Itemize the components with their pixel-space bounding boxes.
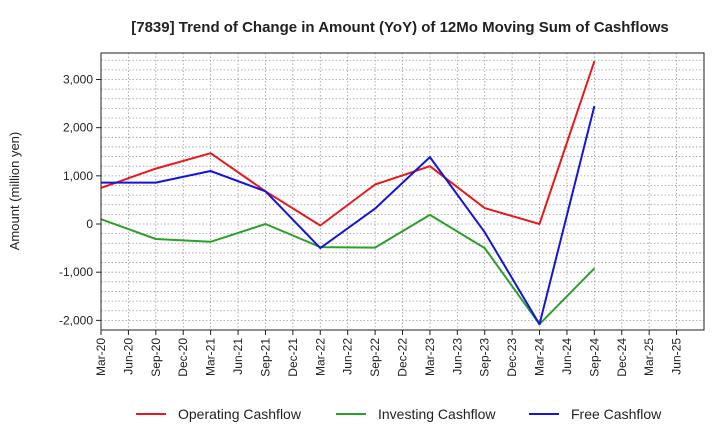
y-axis: -2,000 -1,000 0 1,000 2,000 3,000 bbox=[59, 72, 101, 327]
x-tick-label: Mar-24 bbox=[533, 338, 547, 376]
x-tick-label: Mar-21 bbox=[204, 338, 218, 376]
x-tick-label: Mar-22 bbox=[313, 338, 327, 376]
x-tick-label: Dec-24 bbox=[615, 338, 629, 377]
x-tick-label: Jun-25 bbox=[670, 338, 684, 375]
legend-label-operating-cashflow: Operating Cashflow bbox=[178, 406, 302, 422]
legend: Operating Cashflow Investing Cashflow Free… bbox=[136, 406, 662, 422]
x-tick-label: Dec-22 bbox=[396, 338, 410, 377]
x-tick-label: Jun-23 bbox=[450, 338, 464, 375]
legend-label-free-cashflow: Free Cashflow bbox=[571, 406, 662, 422]
x-tick-label: Mar-23 bbox=[423, 338, 437, 376]
x-tick-label: Sep-21 bbox=[258, 338, 272, 377]
y-tick-label: 0 bbox=[86, 217, 93, 231]
x-tick-label: Sep-20 bbox=[149, 338, 163, 377]
x-tick-label: Sep-22 bbox=[368, 338, 382, 377]
x-tick-label: Sep-23 bbox=[478, 338, 492, 377]
x-tick-label: Dec-21 bbox=[286, 338, 300, 377]
x-tick-label: Mar-20 bbox=[94, 338, 108, 376]
grid bbox=[101, 53, 704, 330]
x-tick-label: Sep-24 bbox=[587, 338, 601, 377]
y-tick-label: -1,000 bbox=[59, 265, 93, 279]
x-tick-label: Jun-24 bbox=[560, 338, 574, 375]
series-lines bbox=[100, 60, 596, 326]
y-tick-label: 2,000 bbox=[63, 121, 93, 135]
y-axis-label: Amount (million yen) bbox=[7, 132, 22, 251]
series-line-free-cashflow bbox=[101, 105, 596, 326]
x-tick-label: Jun-20 bbox=[121, 338, 135, 375]
x-tick-label: Mar-25 bbox=[642, 338, 656, 376]
series-line-operating-cashflow bbox=[100, 60, 596, 227]
x-tick-label: Jun-21 bbox=[231, 338, 245, 375]
legend-label-investing-cashflow: Investing Cashflow bbox=[378, 406, 496, 422]
chart-title: [7839] Trend of Change in Amount (YoY) o… bbox=[131, 19, 669, 36]
x-tick-label: Dec-23 bbox=[505, 338, 519, 377]
x-tick-label: Jun-22 bbox=[341, 338, 355, 375]
y-tick-label: -2,000 bbox=[59, 313, 93, 327]
y-tick-label: 1,000 bbox=[63, 169, 93, 183]
x-axis: Mar-20 Jun-20 Sep-20 Dec-20 Mar-21 Jun-21 Sep-… bbox=[94, 330, 684, 377]
series-line-investing-cashflow bbox=[100, 213, 596, 326]
y-tick-label: 3,000 bbox=[63, 72, 93, 86]
x-tick-label: Dec-20 bbox=[176, 338, 190, 377]
